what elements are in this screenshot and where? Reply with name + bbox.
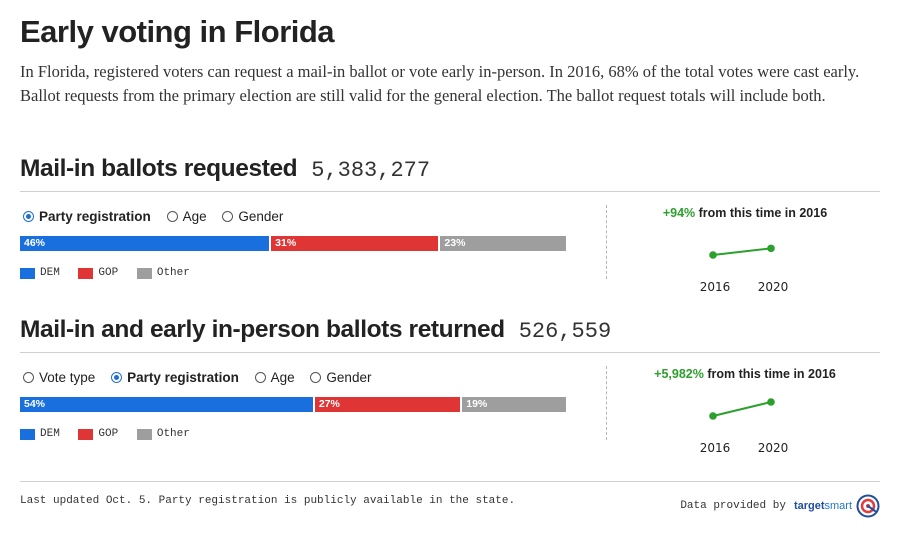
bar-segment-gop: 27% <box>314 397 461 412</box>
sparkline-point-2016 <box>709 412 717 420</box>
change-annotation: +5,982% from this time in 2016 <box>620 367 870 381</box>
radio-label: Vote type <box>39 370 96 385</box>
page-title: Early voting in Florida <box>20 14 335 49</box>
footer-rule <box>20 481 880 482</box>
legend-item-dem: DEM <box>20 428 60 440</box>
radio-party-registration[interactable]: Party registration <box>23 209 151 224</box>
legend-label: DEM <box>40 428 60 440</box>
radio-label: Party registration <box>127 370 239 385</box>
bar-segment-gop: 31% <box>271 236 439 251</box>
section-rule <box>20 352 880 353</box>
legend-swatch-dem <box>20 267 35 279</box>
brand-part-a: target <box>793 500 825 512</box>
bar-label-gop: 31% <box>275 237 297 249</box>
change-percent: +5,982% <box>654 367 704 381</box>
radio-age[interactable]: Age <box>254 370 295 385</box>
section-rule <box>20 191 880 192</box>
sparkline-year-label: 2016 <box>700 441 731 455</box>
bar-segment-dem: 54% <box>20 397 313 412</box>
legend-label: Other <box>156 428 190 440</box>
legend-item-other: Other <box>136 428 190 440</box>
bar-label-other: 23% <box>444 237 466 249</box>
legend-label: GOP <box>98 267 119 279</box>
breakdown-radio-group: Party registration Age Gender <box>23 209 295 225</box>
radio-label: Gender <box>238 209 284 224</box>
bar-label-other: 19% <box>466 398 488 410</box>
legend: DEM GOP Other <box>20 267 202 283</box>
radio-label: Party registration <box>39 209 151 224</box>
change-text: from this time in 2016 <box>695 206 828 220</box>
sparkline-point-2020 <box>767 244 775 253</box>
sparkline-year-label: 2020 <box>758 441 789 455</box>
section-header: Mail-in and early in-person ballots retu… <box>20 316 611 346</box>
brand-part-b: smart <box>824 500 853 512</box>
radio-circle[interactable] <box>23 372 34 383</box>
radio-vote-type[interactable]: Vote type <box>23 370 95 385</box>
party-share-bar: 46% 31% 23% <box>20 236 566 251</box>
legend-swatch-gop <box>78 267 94 279</box>
section-title: Mail-in ballots requested <box>20 155 298 182</box>
bar-label-dem: 46% <box>24 237 46 249</box>
bar-label-gop: 27% <box>318 398 340 410</box>
radio-circle[interactable] <box>222 211 234 222</box>
dashed-divider <box>606 366 607 440</box>
section-total: 5,383,277 <box>311 158 431 183</box>
legend-swatch-other <box>136 428 152 440</box>
footer-note: Last updated Oct. 5. Party registration … <box>20 495 516 507</box>
radio-label: Gender <box>326 370 372 385</box>
sparkline-point-2020 <box>767 398 775 406</box>
change-text: from this time in 2016 <box>703 367 836 381</box>
sparkline-line <box>712 247 772 256</box>
legend-swatch-gop <box>78 428 94 440</box>
bar-segment-dem: 46% <box>20 236 270 251</box>
sparkline-point-2016 <box>709 251 717 259</box>
bar-segment-other: 23% <box>440 236 566 251</box>
radio-age[interactable]: Age <box>166 209 207 224</box>
targetsmart-brand[interactable]: targetsmart <box>794 500 852 512</box>
section-header: Mail-in ballots requested 5,383,277 <box>20 155 430 185</box>
legend-item-other: Other <box>136 267 190 279</box>
radio-circle[interactable] <box>166 211 178 222</box>
breakdown-radio-group: Vote type Party registration Age Gender <box>23 370 383 386</box>
sparkline-line <box>712 401 772 417</box>
radio-gender[interactable]: Gender <box>222 209 283 224</box>
sparkline-chart: 2016 2020 <box>700 398 789 455</box>
radio-party-registration[interactable]: Party registration <box>111 370 239 385</box>
ballots-returned-section: Mail-in and early in-person ballots retu… <box>20 316 880 466</box>
sparkline-year-label: 2016 <box>700 280 731 294</box>
radio-label: Age <box>270 370 295 385</box>
bar-label-dem: 54% <box>24 398 46 410</box>
credit-prefix: Data provided by <box>680 500 786 512</box>
change-annotation: +94% from this time in 2016 <box>620 206 870 220</box>
legend-swatch-other <box>136 267 152 279</box>
legend-label: GOP <box>98 428 119 440</box>
sparkline-chart: 2016 2020 <box>700 244 789 294</box>
dashed-divider <box>606 205 607 279</box>
intro-text: In Florida, registered voters can reques… <box>20 62 860 105</box>
targetsmart-logo-icon <box>856 494 880 518</box>
sparkline-year-label: 2020 <box>758 280 789 294</box>
radio-gender[interactable]: Gender <box>310 370 371 385</box>
mail-in-requested-section: Mail-in ballots requested 5,383,277 Party… <box>20 155 880 305</box>
legend: DEM GOP Other <box>20 428 202 444</box>
radio-circle[interactable] <box>111 372 123 383</box>
section-title: Mail-in and early in-person ballots retu… <box>20 316 505 343</box>
radio-label: Age <box>182 209 207 224</box>
legend-label: DEM <box>40 267 60 279</box>
legend-item-gop: GOP <box>78 267 118 279</box>
radio-circle[interactable] <box>254 372 266 383</box>
radio-circle[interactable] <box>23 211 34 222</box>
legend-item-dem: DEM <box>20 267 60 279</box>
data-credit: Data provided by targetsmart <box>680 494 880 518</box>
party-share-bar: 54% 27% 19% <box>20 397 566 412</box>
section-total: 526,559 <box>518 319 612 344</box>
legend-label: Other <box>156 267 190 279</box>
bar-segment-other: 19% <box>462 397 566 412</box>
radio-circle[interactable] <box>310 372 322 383</box>
change-percent: +94% <box>662 206 696 220</box>
legend-swatch-dem <box>20 428 35 440</box>
legend-item-gop: GOP <box>78 428 118 440</box>
